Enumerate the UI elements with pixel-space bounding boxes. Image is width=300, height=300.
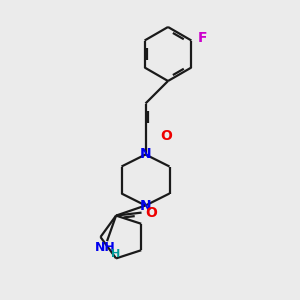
Text: H: H (111, 249, 120, 259)
Text: N: N (140, 148, 151, 161)
Text: F: F (198, 31, 208, 45)
Text: NH: NH (95, 241, 116, 254)
Text: O: O (145, 206, 157, 220)
Text: N: N (140, 199, 151, 212)
Text: O: O (160, 130, 172, 143)
